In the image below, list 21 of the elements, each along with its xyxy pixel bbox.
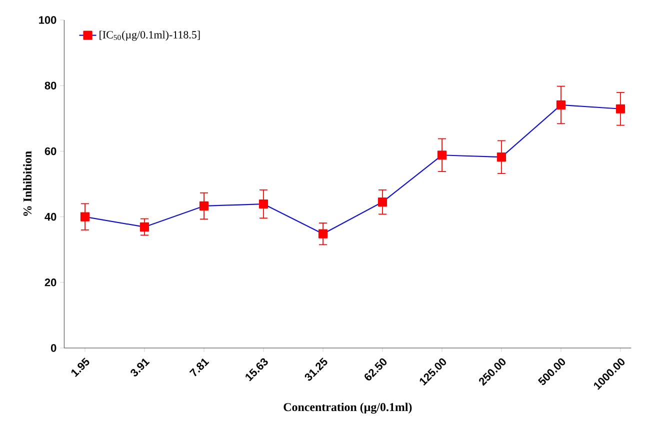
- y-tick-label: 0: [51, 344, 56, 352]
- point: [80, 212, 90, 222]
- point: [616, 104, 626, 114]
- x-tick-label: 7.81: [189, 358, 210, 376]
- point: [556, 100, 566, 110]
- y-tick-label: 40: [44, 212, 56, 221]
- legend-label: [IC$_{50}$(µg/0.1ml)-118.5]: [100, 30, 200, 41]
- point: [378, 197, 388, 207]
- y-tick-label: 60: [44, 147, 56, 156]
- y-tick-label: 20: [44, 278, 56, 286]
- y-axis-title: % Inhibition: [23, 151, 32, 216]
- x-tick-label: 3.91: [130, 358, 150, 376]
- point: [258, 199, 268, 209]
- y-tick-label: 100: [39, 16, 56, 24]
- point: [199, 201, 209, 211]
- x-axis-title: Concentration (µg/0.1ml): [284, 402, 412, 414]
- point: [140, 222, 150, 232]
- point: [318, 229, 328, 238]
- point: [496, 152, 506, 162]
- point: [437, 150, 447, 160]
- y-tick-label: 80: [44, 82, 56, 90]
